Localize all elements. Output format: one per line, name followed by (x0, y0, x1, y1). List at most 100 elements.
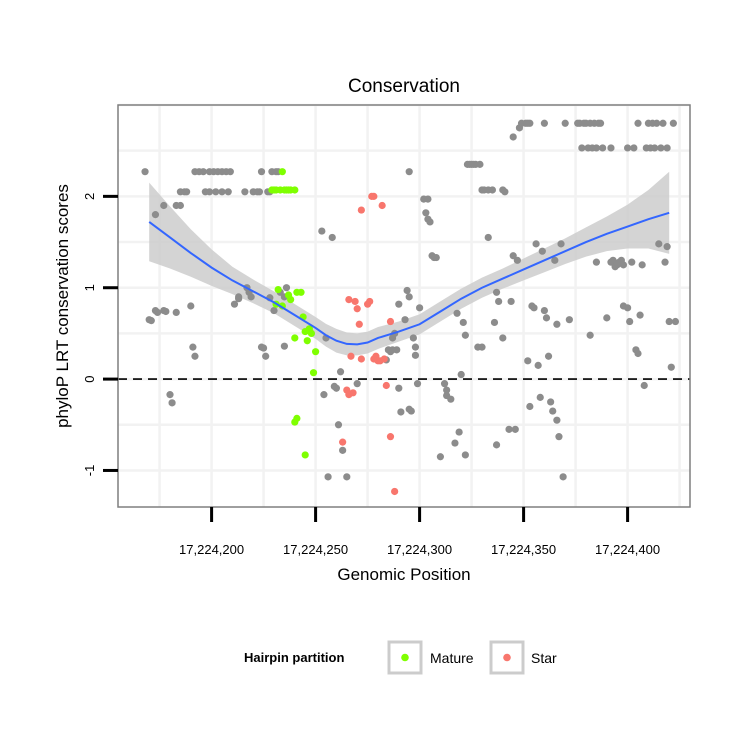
point-other (628, 258, 636, 266)
x-tick-label: 17,224,250 (283, 542, 348, 557)
point-other (559, 473, 567, 481)
point-other (230, 300, 239, 308)
point-other (549, 407, 557, 415)
point-star (353, 305, 361, 313)
point-mature (312, 348, 320, 356)
chart-title: Conservation (348, 76, 460, 97)
point-other (405, 168, 413, 176)
point-other (659, 119, 667, 127)
point-other (603, 314, 611, 322)
point-other (257, 168, 266, 176)
point-star (349, 389, 357, 397)
point-other (651, 144, 659, 152)
point-other (540, 306, 549, 315)
point-other (457, 370, 465, 379)
y-tick-label: 2 (82, 193, 97, 200)
point-other (509, 252, 517, 260)
point-other (665, 317, 673, 326)
point-other (609, 256, 617, 264)
point-other (191, 352, 199, 360)
point-other (318, 227, 326, 235)
point-other (592, 144, 601, 152)
point-other (455, 428, 463, 436)
point-other (501, 188, 509, 196)
y-tick-label: -1 (82, 465, 97, 477)
point-other (492, 441, 501, 449)
point-other (413, 380, 422, 388)
point-other (624, 304, 632, 312)
point-other (540, 119, 549, 127)
point-other (189, 343, 197, 351)
point-other (513, 256, 521, 264)
point-mature (307, 329, 316, 338)
point-other (565, 316, 573, 324)
point-mature (274, 285, 282, 294)
point-other (499, 334, 507, 342)
x-tick-label: 17,224,300 (387, 542, 452, 557)
point-star (351, 297, 359, 306)
point-other (530, 304, 538, 312)
x-axis-label: Genomic Position (337, 565, 470, 584)
point-star (380, 355, 388, 363)
point-mature (278, 168, 286, 176)
point-star (355, 320, 363, 328)
point-other (586, 331, 594, 339)
x-tick-label: 17,224,350 (491, 542, 556, 557)
confidence-ribbon (149, 171, 670, 356)
point-other (334, 421, 343, 429)
point-other (538, 247, 546, 255)
point-star (382, 381, 390, 390)
point-other (411, 343, 420, 351)
point-other (461, 331, 469, 339)
point-other (212, 188, 220, 196)
y-tick-label: 0 (82, 375, 97, 382)
plot-panel (118, 105, 690, 507)
smooth-line (148, 211, 670, 346)
point-other (247, 293, 255, 301)
point-other (407, 407, 415, 415)
point-other (655, 240, 663, 248)
point-other (436, 453, 444, 461)
point-other (542, 314, 551, 322)
point-other (511, 425, 519, 433)
point-other (526, 402, 534, 411)
point-other (424, 195, 432, 203)
point-other (172, 308, 180, 316)
point-other (166, 391, 174, 399)
point-other (553, 416, 561, 424)
confidence-ribbon-layer (149, 171, 670, 356)
point-mature (293, 414, 301, 422)
point-other (270, 306, 278, 315)
point-other (638, 261, 646, 269)
point-other (395, 300, 403, 308)
point-other (532, 240, 540, 248)
point-other (509, 133, 517, 141)
point-other (619, 261, 628, 269)
point-other (505, 425, 513, 433)
x-axis: 17,224,200 17,224,250 17,224,300 17,224,350… (179, 507, 660, 557)
point-other (411, 351, 420, 359)
point-other (280, 342, 288, 350)
point-star (370, 192, 378, 200)
legend-dot-star (503, 653, 511, 662)
point-mature (303, 337, 311, 345)
point-other (636, 311, 644, 319)
point-other (661, 258, 669, 266)
point-other (534, 361, 542, 369)
point-other (151, 211, 160, 219)
point-other (476, 160, 484, 168)
point-other (153, 308, 162, 316)
point-star (386, 317, 395, 326)
point-star (386, 433, 395, 441)
point-other (168, 399, 176, 407)
point-other (607, 144, 615, 152)
point-other (241, 188, 249, 196)
point-other (459, 318, 467, 327)
point-mature (301, 451, 309, 459)
point-other (320, 391, 328, 399)
point-other (488, 186, 496, 194)
legend-title: Hairpin partition (244, 650, 344, 665)
legend: Hairpin partition Mature Star (244, 640, 557, 675)
legend-label-star: Star (531, 650, 557, 666)
